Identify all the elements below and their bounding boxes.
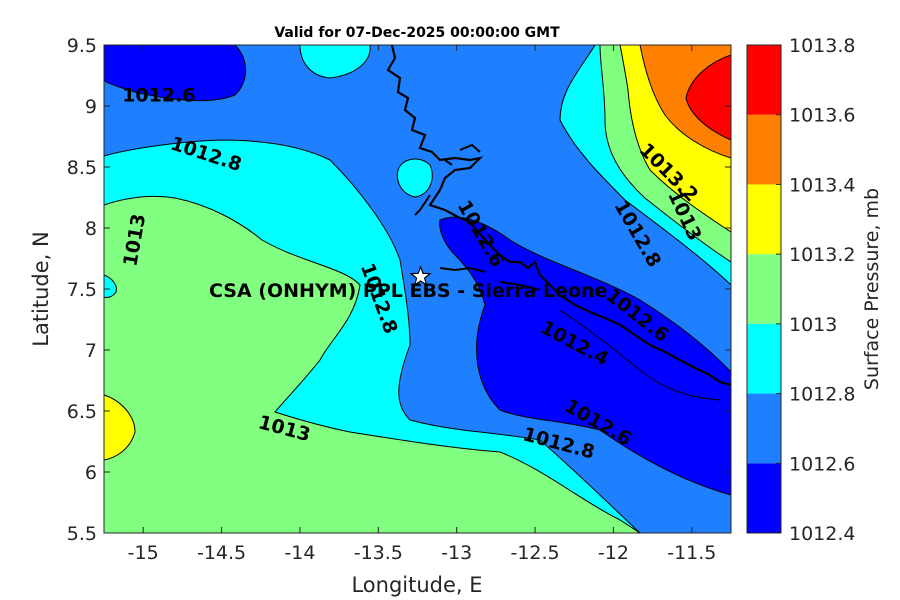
colorbar-label: Surface Pressure, mb	[861, 188, 883, 390]
colorbar-band	[747, 114, 781, 185]
y-tick-label: 9	[85, 96, 97, 118]
x-tick-label: -13	[441, 542, 472, 564]
colorbar-tick-label: 1012.8	[789, 384, 855, 406]
y-axis-ticks: 5.5 6 6.5 7 7.5 8 8.5 9 9.5	[67, 35, 731, 545]
site-label: CSA (ONHYM) PPL EBS - Sierra Leone	[209, 280, 607, 302]
y-tick-label: 8.5	[67, 157, 97, 179]
x-tick-label: -12	[598, 542, 629, 564]
x-axis-label: Longitude, E	[351, 573, 482, 597]
contour-band-1012-4-southeast	[439, 216, 731, 496]
colorbar-tick-label: 1012.6	[789, 453, 855, 475]
colorbar-band	[747, 463, 781, 533]
chart-title: Valid for 07-Dec-2025 00:00:00 GMT	[274, 25, 560, 41]
x-tick-label: -13.5	[354, 542, 403, 564]
contour-band-1013-6-northeast	[685, 54, 731, 141]
colorbar-tick-label: 1012.4	[789, 523, 855, 545]
x-axis-ticks: -15 -14.5 -14 -13.5 -13 -12.5 -12 -11.5	[128, 45, 716, 564]
coastline	[386, 45, 731, 387]
colorbar-tick-label: 1013.6	[789, 105, 855, 127]
colorbar-tick-label: 1013.8	[789, 35, 855, 57]
x-tick-label: -14.5	[197, 542, 246, 564]
y-tick-label: 9.5	[67, 35, 97, 57]
y-tick-label: 8	[85, 218, 97, 240]
colorbar-band	[747, 323, 781, 394]
coastline-islands	[414, 143, 541, 291]
contour-band-1013-2-southwest	[104, 394, 136, 461]
colorbar-band	[747, 254, 781, 324]
colorbar: 1012.4 1012.6 1012.8 1013 1013.2 1013.4 1013.6…	[747, 35, 855, 545]
contour-band-1012-8-island	[396, 158, 433, 198]
contour-band-1012-8-north	[299, 45, 371, 79]
contour-line-inner	[559, 309, 721, 401]
contour-band-1012-4-northwest	[104, 45, 246, 102]
x-tick-label: -14	[284, 542, 315, 564]
x-tick-label: -15	[128, 542, 159, 564]
colorbar-tick-label: 1013.4	[789, 174, 855, 196]
y-tick-label: 6.5	[67, 401, 97, 423]
site-marker-group: CSA (ONHYM) PPL EBS - Sierra Leone	[209, 265, 607, 302]
colorbar-tick-label: 1013.2	[789, 244, 855, 266]
x-tick-label: -11.5	[667, 542, 716, 564]
y-tick-label: 7	[85, 340, 97, 362]
colorbar-band	[747, 393, 781, 464]
contour-fill-map	[104, 45, 731, 533]
colorbar-tick-label: 1013	[789, 314, 837, 336]
colorbar-band	[747, 45, 781, 115]
x-tick-label: -12.5	[510, 542, 559, 564]
colorbar-band	[747, 184, 781, 255]
site-star-icon	[409, 265, 432, 287]
y-tick-label: 7.5	[67, 279, 97, 301]
contour-label: 1012.6	[122, 85, 195, 107]
y-axis-label: Latitude, N	[29, 231, 53, 347]
y-tick-label: 6	[85, 462, 97, 484]
contour-band-1013-west	[104, 195, 641, 533]
colorbar-frame	[746, 44, 782, 534]
contour-band-1012-8-westpatch	[104, 274, 117, 298]
y-tick-label: 5.5	[67, 523, 97, 545]
